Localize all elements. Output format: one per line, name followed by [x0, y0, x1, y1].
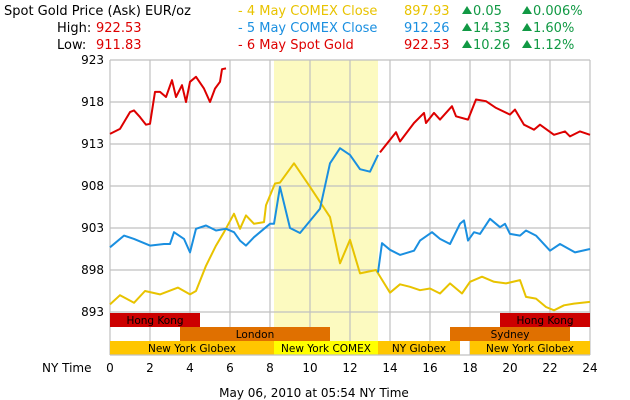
x-tick-label: 14	[382, 361, 397, 375]
legend-value: 897.93	[404, 4, 450, 19]
series-line-1	[377, 217, 591, 273]
y-tick-label: 913	[81, 137, 104, 151]
y-tick-label: 923	[81, 53, 104, 67]
legend-value: 922.53	[404, 38, 450, 53]
session-band	[180, 327, 330, 341]
comex-session-highlight	[274, 60, 378, 355]
x-tick-label: 10	[302, 361, 317, 375]
series-line-0	[109, 162, 591, 312]
x-tick-label: 4	[186, 361, 194, 375]
x-tick-label: 18	[462, 361, 477, 375]
legend-change: 10.26	[473, 38, 510, 53]
triangle-up-icon	[462, 6, 472, 14]
x-tick-label: 12	[342, 361, 357, 375]
y-tick-label: 898	[81, 263, 104, 277]
legend-label: - 4 May COMEX Close	[238, 4, 377, 19]
y-tick-label: 918	[81, 95, 104, 109]
session-bands: Hong Kong Hong Kong London Sydney New York G…	[110, 313, 590, 355]
y-tick-label: 908	[81, 179, 104, 193]
triangle-up-icon	[522, 23, 532, 31]
legend-change-pct: 1.12%	[533, 38, 574, 53]
series-line-2	[109, 67, 227, 135]
x-tick-label: 24	[582, 361, 597, 375]
x-tick-label: 2	[146, 361, 154, 375]
high-label: High:	[57, 21, 91, 36]
x-tick-label: 16	[422, 361, 437, 375]
legend-label: - 6 May Spot Gold	[238, 38, 354, 53]
legend-value: 912.26	[404, 21, 450, 36]
legend-change: 0.05	[473, 4, 502, 19]
triangle-up-icon	[462, 23, 472, 31]
session-band	[378, 341, 460, 355]
session-band	[110, 313, 200, 327]
session-label: Hong Kong	[516, 315, 573, 327]
chart-header: Spot Gold Price (Ask) EUR/oz High: 922.5…	[4, 4, 583, 53]
legend-change: 14.33	[473, 21, 510, 36]
session-label: NY Globex	[392, 343, 446, 355]
x-tick-label: 20	[502, 361, 517, 375]
legend: - 4 May COMEX Close 897.93 0.05 0.006% - 5 M…	[238, 4, 583, 53]
high-value: 922.53	[96, 21, 142, 36]
legend-change-pct: 0.006%	[533, 4, 583, 19]
triangle-up-icon	[462, 40, 472, 48]
session-band	[450, 327, 570, 341]
grid	[109, 59, 591, 355]
x-axis-label: NY Time	[42, 361, 92, 375]
session-band	[110, 341, 274, 355]
session-band	[500, 313, 590, 327]
low-label: Low:	[57, 38, 86, 53]
chart-caption: May 06, 2010 at 05:54 NY Time	[219, 386, 409, 400]
triangle-up-icon	[522, 40, 532, 48]
series-line-2	[379, 98, 591, 154]
session-label: New York COMEX	[281, 343, 371, 355]
x-tick-label: 22	[542, 361, 557, 375]
x-tick-label: 6	[226, 361, 234, 375]
session-band	[274, 341, 378, 355]
x-tick-label: 0	[106, 361, 114, 375]
legend-change-pct: 1.60%	[533, 21, 574, 36]
y-tick-label: 903	[81, 221, 104, 235]
session-label: London	[236, 329, 275, 341]
chart-title: Spot Gold Price (Ask) EUR/oz	[4, 4, 191, 19]
session-label: Sydney	[491, 329, 530, 341]
legend-label: - 5 May COMEX Close	[238, 21, 377, 36]
session-label: New York Globex	[486, 343, 574, 355]
session-band	[470, 341, 590, 355]
y-tick-label: 893	[81, 305, 104, 319]
triangle-up-icon	[522, 6, 532, 14]
x-tick-label: 8	[266, 361, 274, 375]
series-lines	[109, 67, 591, 312]
series-line-1	[109, 147, 379, 254]
low-value: 911.83	[96, 38, 142, 53]
session-label: New York Globex	[148, 343, 236, 355]
session-label: Hong Kong	[126, 315, 183, 327]
